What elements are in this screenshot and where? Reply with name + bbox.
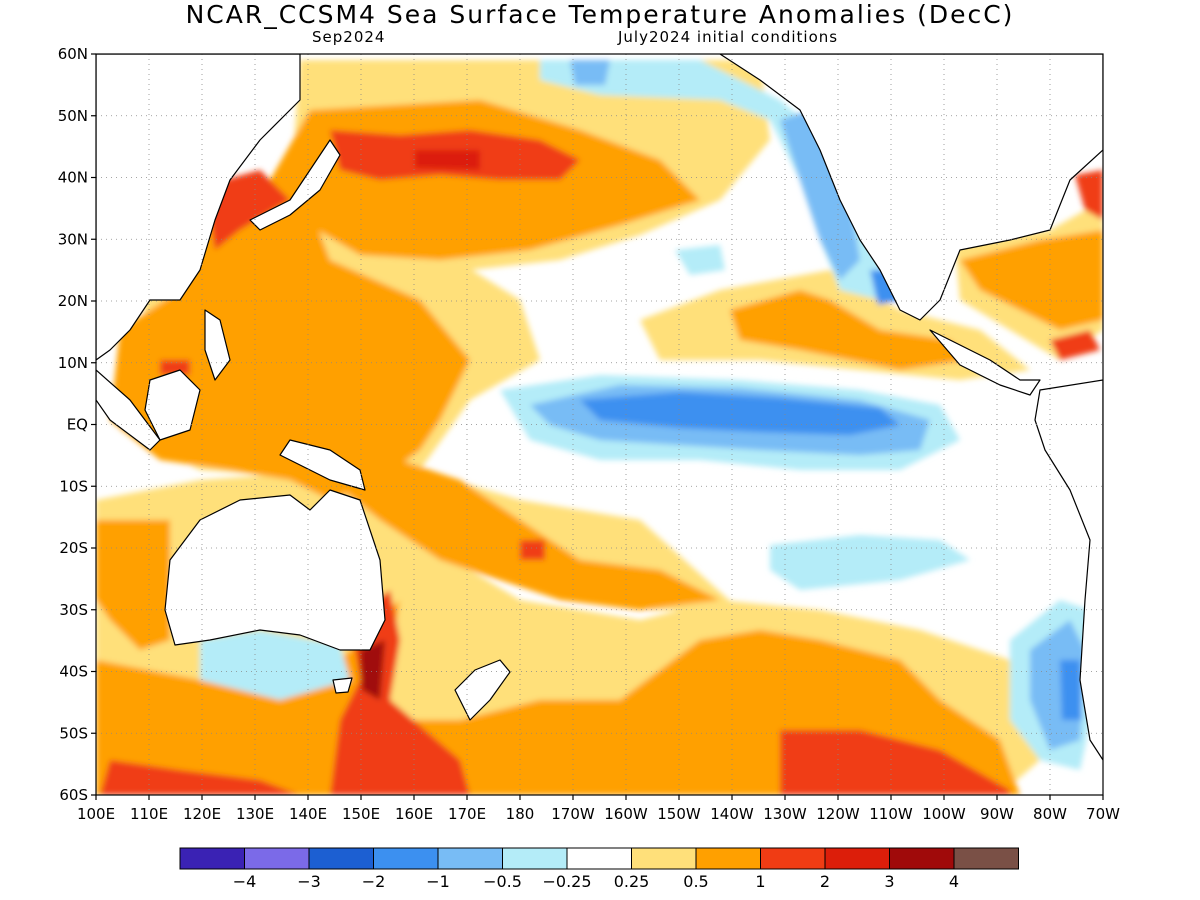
lon-tick-label: 150W bbox=[657, 805, 701, 823]
colorbar-swatch bbox=[824, 847, 890, 870]
initial-conditions-label: July2024 initial conditions bbox=[618, 28, 839, 46]
lat-tick-label: 30S bbox=[59, 601, 88, 619]
anomaly-region-red-small-1 bbox=[160, 360, 190, 375]
colorbar-label: −0.5 bbox=[483, 872, 522, 891]
anomaly-region-darkred-kuroshio bbox=[415, 150, 480, 170]
lat-tick-label: 20N bbox=[58, 292, 88, 310]
coastlines bbox=[96, 54, 1103, 761]
lon-tick-label: 110E bbox=[130, 805, 168, 823]
asia-mainland bbox=[96, 54, 301, 361]
colorbar-label: 2 bbox=[820, 872, 830, 891]
colorbar-label: −0.25 bbox=[542, 872, 591, 891]
lon-tick-label: 120W bbox=[816, 805, 860, 823]
lat-tick-label: 60S bbox=[59, 786, 88, 804]
lat-tick-label: 20S bbox=[59, 539, 88, 557]
lat-tick-label: 10S bbox=[59, 477, 88, 495]
colorbar-label: −1 bbox=[426, 872, 450, 891]
lon-tick-label: 70W bbox=[1086, 805, 1120, 823]
lat-tick-label: EQ bbox=[67, 416, 88, 434]
lon-tick-label: 130W bbox=[763, 805, 807, 823]
new-guinea-landmass bbox=[279, 439, 366, 491]
anomaly-region-cyan-south-australia bbox=[200, 630, 350, 700]
central-america-landmass bbox=[929, 329, 1041, 396]
lon-tick-label: 170E bbox=[448, 805, 486, 823]
lon-tick-label: 170W bbox=[551, 805, 595, 823]
lon-tick-label: 150E bbox=[342, 805, 380, 823]
south-america-landmass bbox=[1034, 379, 1103, 761]
anomaly-region-orange-australia-west bbox=[96, 520, 170, 650]
lat-tick-label: 30N bbox=[58, 230, 88, 248]
anomaly-region-orange-sw-pacific bbox=[330, 460, 720, 610]
lat-tick-label: 40S bbox=[59, 663, 88, 681]
valid-month-label: Sep2024 bbox=[312, 28, 386, 46]
japan-landmass bbox=[249, 139, 341, 231]
lat-tick-label: 50S bbox=[59, 724, 88, 742]
lat-tick-label: 40N bbox=[58, 169, 88, 187]
anomaly-region-darkred-tasman bbox=[360, 640, 385, 700]
north-america-landmass bbox=[719, 54, 1103, 321]
new-zealand-landmass bbox=[454, 659, 511, 721]
colorbar-swatch bbox=[437, 847, 503, 870]
anomaly-region-red-caribbean bbox=[1050, 330, 1100, 360]
colorbar-label: −3 bbox=[297, 872, 321, 891]
colorbar-label: −2 bbox=[362, 872, 386, 891]
grid-lines bbox=[96, 54, 1103, 795]
colorbar: −4 −3 −2 −1 −0.5 −0.25 0.25 0.5 1 2 3 4 bbox=[179, 847, 1019, 891]
australia-landmass bbox=[164, 489, 386, 651]
lon-tick-label: 140W bbox=[710, 805, 754, 823]
colorbar-label: 0.5 bbox=[683, 872, 708, 891]
anomaly-region-lightblue-bering bbox=[570, 60, 610, 85]
anomaly-region-lightblue-california bbox=[780, 110, 860, 280]
colorbar-swatch bbox=[631, 847, 697, 870]
map-title: NCAR_CCSM4 Sea Surface Temperature Anoma… bbox=[185, 0, 1015, 29]
anomaly-region-orange-atlantic bbox=[960, 230, 1103, 330]
lon-tick-label: 80W bbox=[1033, 805, 1067, 823]
lon-tick-label: 100W bbox=[922, 805, 966, 823]
anomaly-region-red-small-2 bbox=[520, 540, 545, 560]
lon-tick-label: 120E bbox=[183, 805, 221, 823]
anomaly-region-cyan-southeast bbox=[770, 535, 970, 590]
sumatra-landmass bbox=[96, 369, 161, 451]
colorbar-swatch bbox=[179, 847, 245, 870]
lat-tick-label: 60N bbox=[58, 45, 88, 63]
tasmania-landmass bbox=[332, 677, 353, 694]
anomaly-region-blue-peru bbox=[1060, 660, 1082, 720]
colorbar-swatch bbox=[244, 847, 310, 870]
colorbar-label: 3 bbox=[884, 872, 894, 891]
anomaly-region-red-us-east bbox=[1075, 170, 1103, 220]
lon-tick-label: 140E bbox=[289, 805, 327, 823]
colorbar-swatch bbox=[308, 847, 374, 870]
longitude-axis: 100E 110E 120E 130E 140E 150E 160E 170E 180 170W 1… bbox=[77, 795, 1120, 823]
colorbar-swatch bbox=[695, 847, 761, 870]
lon-tick-label: 160E bbox=[395, 805, 433, 823]
colorbar-label: −4 bbox=[233, 872, 257, 891]
colorbar-label: 4 bbox=[949, 872, 959, 891]
colorbar-swatch bbox=[953, 847, 1019, 870]
lon-tick-label: 160W bbox=[604, 805, 648, 823]
anomaly-region-red-southwest bbox=[100, 760, 300, 795]
borneo-landmass bbox=[144, 369, 201, 441]
colorbar-swatch bbox=[566, 847, 632, 870]
lon-tick-label: 130E bbox=[236, 805, 274, 823]
colorbar-swatch bbox=[889, 847, 955, 870]
anomaly-region-red-southern-east bbox=[780, 730, 1010, 795]
lon-tick-label: 110W bbox=[869, 805, 913, 823]
lat-tick-label: 10N bbox=[58, 354, 88, 372]
lat-tick-label: 50N bbox=[58, 107, 88, 125]
colorbar-swatch bbox=[373, 847, 439, 870]
lon-tick-label: 180 bbox=[506, 805, 535, 823]
colorbar-label: 0.25 bbox=[614, 872, 650, 891]
lon-tick-label: 100E bbox=[77, 805, 115, 823]
anomaly-region-orange-ne-pacific bbox=[730, 290, 970, 370]
colorbar-swatch bbox=[502, 847, 568, 870]
colorbar-label: 1 bbox=[755, 872, 765, 891]
anomaly-region-cyan-hawaii bbox=[675, 245, 725, 275]
colorbar-swatch bbox=[760, 847, 826, 870]
latitude-axis: 60N 50N 40N 30N 20N 10N EQ 10S 20S 30S 40S 50S 60S bbox=[58, 45, 96, 804]
lon-tick-label: 90W bbox=[980, 805, 1014, 823]
anomaly-region-blue-equatorial bbox=[580, 392, 900, 435]
